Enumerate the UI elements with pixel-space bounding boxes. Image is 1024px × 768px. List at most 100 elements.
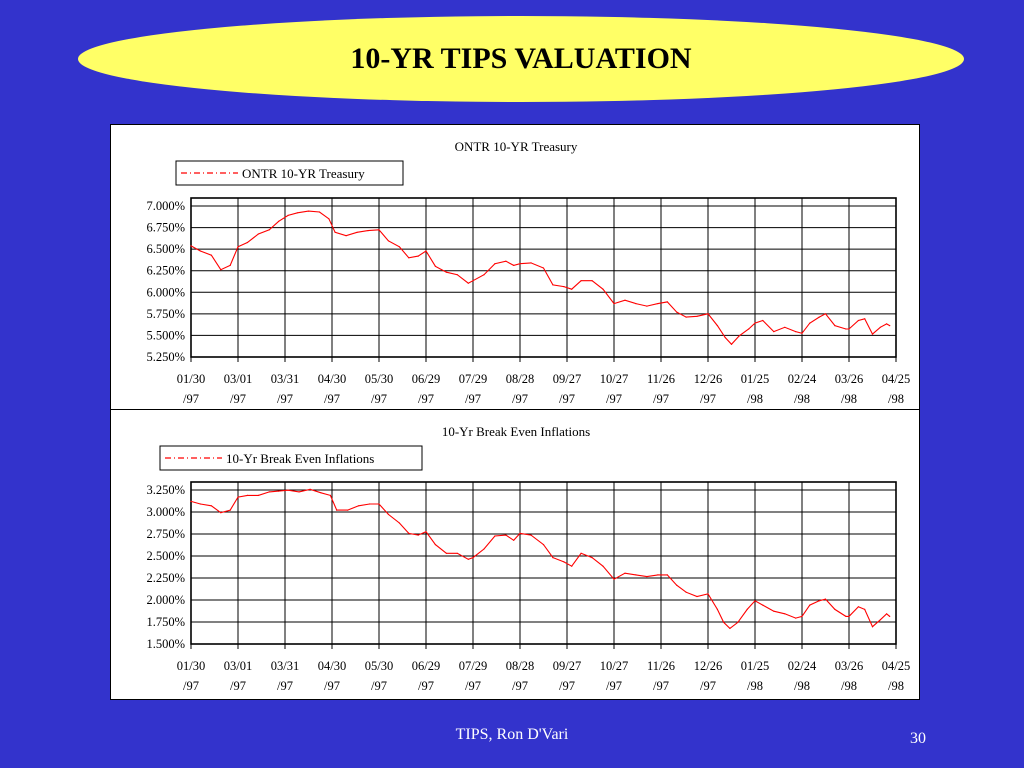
y-tick-label: 1.500% [146, 637, 185, 651]
data-point [591, 280, 593, 282]
legend: ONTR 10-YR Treasury [175, 160, 404, 186]
legend-label: ONTR 10-YR Treasury [242, 166, 365, 181]
footer-text: TIPS, Ron D'Vari [455, 726, 569, 743]
y-tick-label: 7.000% [146, 199, 185, 213]
data-point [886, 323, 888, 325]
x-tick-label-year: /97 [371, 392, 387, 406]
y-tick-label: 6.750% [146, 221, 185, 235]
x-tick-label: 10/27 [600, 659, 628, 673]
x-tick-label-year: /98 [794, 679, 810, 693]
chart-panel-breakeven: 10-Yr Break Even Inflations 10-Yr Break E… [110, 409, 920, 700]
x-tick-label: 05/30 [365, 659, 393, 673]
data-point [398, 246, 400, 248]
x-tick-label-year: /97 [700, 392, 716, 406]
data-point [801, 332, 803, 334]
data-point [296, 212, 299, 214]
x-tick-label: 03/26 [835, 372, 863, 386]
data-point [199, 503, 201, 505]
x-tick-label-year: /98 [841, 392, 857, 406]
x-tick-label: 06/29 [412, 659, 440, 673]
x-tick-label-year: /97 [230, 679, 246, 693]
data-point [886, 613, 888, 615]
x-tick-label: 09/27 [553, 372, 581, 386]
x-tick-label-year: /97 [606, 679, 622, 693]
data-point [707, 313, 709, 315]
data-point [210, 254, 212, 256]
data-point [287, 489, 289, 491]
plot-frame [190, 197, 897, 358]
x-tick-label-year: /97 [512, 679, 528, 693]
treasury-chart: ONTR 10-YR Treasury ONTR 10-YR Treasury 7.… [146, 139, 910, 406]
data-point [696, 595, 698, 598]
data-point [591, 557, 593, 559]
x-tick-label: 10/27 [600, 372, 628, 386]
data-point [646, 305, 648, 307]
x-tick-label: 07/29 [459, 659, 487, 673]
x-tick-label: 11/26 [647, 372, 675, 386]
data-point [801, 615, 803, 617]
data-point [754, 322, 756, 324]
data-point [723, 621, 725, 623]
y-tick-label: 1.750% [146, 615, 185, 629]
data-point [845, 615, 847, 617]
data-point [834, 608, 836, 610]
x-tick-label-year: /97 [559, 392, 575, 406]
data-point [754, 600, 756, 602]
x-tick-label: 03/26 [835, 659, 863, 673]
data-point [513, 264, 515, 266]
data-point [445, 552, 447, 554]
x-tick-label: 07/29 [459, 372, 487, 386]
chart-panel-treasury: ONTR 10-YR Treasury ONTR 10-YR Treasury 7.… [110, 124, 920, 411]
data-point [857, 319, 860, 322]
data-point [676, 584, 678, 586]
data-point [387, 513, 389, 515]
x-tick-label-year: /97 [653, 392, 669, 406]
data-point [552, 284, 554, 286]
data-point [707, 593, 709, 595]
data-point [824, 598, 827, 600]
x-tick-label: 11/26 [647, 659, 675, 673]
y-tick-label: 2.750% [146, 527, 185, 541]
data-point [848, 328, 850, 330]
data-point [246, 494, 248, 496]
data-point [824, 313, 827, 315]
data-point [190, 500, 192, 502]
data-point [795, 331, 797, 333]
x-tick-label-year: /97 [324, 679, 340, 693]
x-tick-label-year: /97 [418, 679, 434, 693]
data-point [666, 574, 668, 576]
y-tick-label: 6.000% [146, 285, 185, 299]
breakeven-chart: 10-Yr Break Even Inflations 10-Yr Break E… [146, 424, 910, 693]
x-tick-label-year: /97 [183, 392, 199, 406]
data-point [190, 245, 192, 247]
data-point [456, 552, 458, 554]
x-tick-label-year: /98 [747, 679, 763, 693]
data-point [889, 615, 891, 617]
data-point [685, 591, 687, 593]
x-tick-label: 01/30 [177, 659, 205, 673]
data-point [257, 233, 259, 235]
data-point [220, 512, 222, 514]
data-point [635, 303, 637, 305]
x-tick-label-year: /97 [277, 679, 293, 693]
data-point [773, 610, 775, 612]
y-tick-label: 3.000% [146, 505, 185, 519]
data-point [818, 316, 820, 318]
x-tick-label: 12/26 [694, 659, 722, 673]
data-point [505, 260, 507, 262]
x-tick-label: 03/31 [271, 372, 299, 386]
y-tick-label: 2.500% [146, 549, 185, 563]
data-point [809, 322, 811, 324]
data-point [356, 231, 358, 233]
data-point [494, 263, 496, 265]
legend-box [175, 160, 404, 186]
y-tick-label: 5.750% [146, 307, 185, 321]
data-point [345, 235, 347, 237]
data-point [730, 343, 733, 345]
data-point [494, 535, 496, 537]
data-point [519, 532, 521, 534]
data-point [530, 534, 532, 536]
data-point [864, 608, 866, 610]
data-point [199, 250, 201, 252]
data-point [602, 565, 604, 567]
